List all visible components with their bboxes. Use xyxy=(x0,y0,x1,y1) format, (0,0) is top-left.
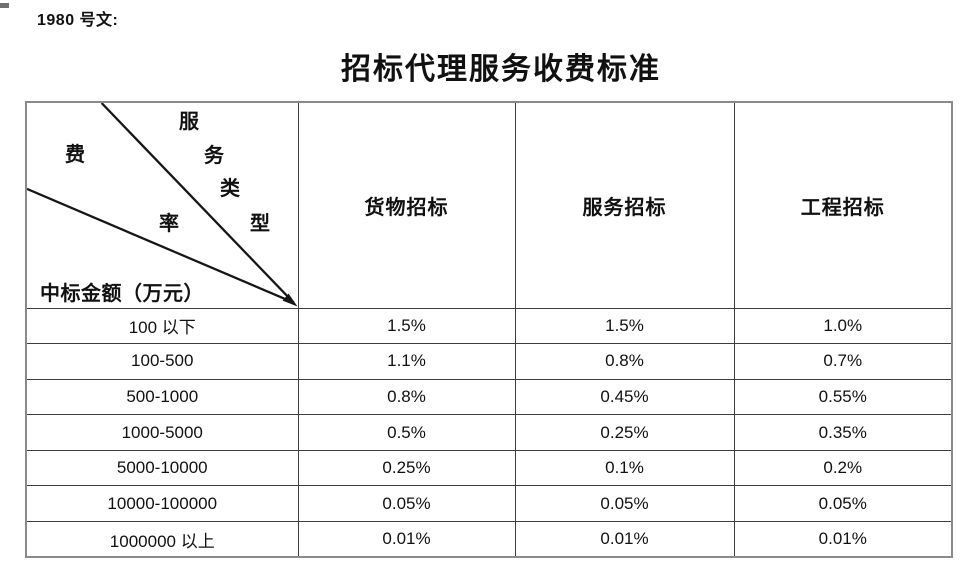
amount-range-cell: 10000-100000 xyxy=(25,485,299,523)
rate-cell: 0.05% xyxy=(297,485,516,523)
corner-rate-char: 率 xyxy=(159,213,179,235)
table-row: 100 以下 1.5% 1.5% 1.0% xyxy=(25,307,953,345)
table-row: 5000-10000 0.25% 0.1% 0.2% xyxy=(25,449,953,487)
rate-cell: 0.01% xyxy=(733,521,953,558)
rate-cell: 0.05% xyxy=(514,485,735,523)
amount-range-cell: 1000000 以上 xyxy=(25,521,299,558)
rate-cell: 0.2% xyxy=(733,449,953,487)
rate-cell: 0.5% xyxy=(297,414,516,451)
rate-cell: 0.01% xyxy=(297,521,516,558)
doc-reference-number: 1980 号文: xyxy=(37,12,119,29)
rate-cell: 0.1% xyxy=(514,449,735,487)
rate-cell: 0.25% xyxy=(514,414,735,451)
table-row: 500-1000 0.8% 0.45% 0.55% xyxy=(25,378,953,416)
amount-range-cell: 100 以下 xyxy=(25,307,299,345)
amount-range-cell: 500-1000 xyxy=(25,378,299,416)
column-header-engineering: 工程招标 xyxy=(733,101,953,309)
amount-range-cell: 1000-5000 xyxy=(25,414,299,451)
corner-fee-char: 费 xyxy=(65,144,85,166)
table-row: 1000000 以上 0.01% 0.01% 0.01% xyxy=(25,521,953,558)
diagonal-corner-cell: 费 率 服 务 类 型 中标金额（万元） xyxy=(25,101,299,309)
page-title: 招标代理服务收费标准 xyxy=(341,53,661,86)
amount-axis-label: 中标金额（万元） xyxy=(40,283,204,305)
column-header-service: 服务招标 xyxy=(514,101,735,309)
scan-artifact xyxy=(0,3,9,8)
corner-service-char-4: 型 xyxy=(250,213,270,235)
rate-cell: 1.0% xyxy=(733,307,953,345)
rate-cell: 0.55% xyxy=(733,378,953,416)
column-header-goods: 货物招标 xyxy=(297,101,516,309)
rate-cell: 1.1% xyxy=(297,343,516,380)
rate-cell: 0.01% xyxy=(514,521,735,558)
fee-standard-table: 费 率 服 务 类 型 中标金额（万元） 货物招标 服务招标 工程招标 100 … xyxy=(25,101,953,559)
rate-cell: 1.5% xyxy=(514,307,735,345)
rate-cell: 0.35% xyxy=(733,414,953,451)
amount-range-cell: 5000-10000 xyxy=(25,449,299,487)
table-header-row: 费 率 服 务 类 型 中标金额（万元） 货物招标 服务招标 工程招标 xyxy=(25,101,953,309)
rate-cell: 0.05% xyxy=(733,485,953,523)
rate-cell: 0.8% xyxy=(297,378,516,416)
corner-service-char-3: 类 xyxy=(220,178,240,200)
corner-service-char-1: 服 xyxy=(179,111,199,133)
corner-service-char-2: 务 xyxy=(204,145,224,167)
rate-cell: 0.45% xyxy=(514,378,735,416)
rate-cell: 0.7% xyxy=(733,343,953,380)
rate-cell: 1.5% xyxy=(297,307,516,345)
amount-range-cell: 100-500 xyxy=(25,343,299,380)
rate-cell: 0.8% xyxy=(514,343,735,380)
table-row: 10000-100000 0.05% 0.05% 0.05% xyxy=(25,485,953,523)
table-row: 100-500 1.1% 0.8% 0.7% xyxy=(25,343,953,380)
table-row: 1000-5000 0.5% 0.25% 0.35% xyxy=(25,414,953,451)
rate-cell: 0.25% xyxy=(297,449,516,487)
